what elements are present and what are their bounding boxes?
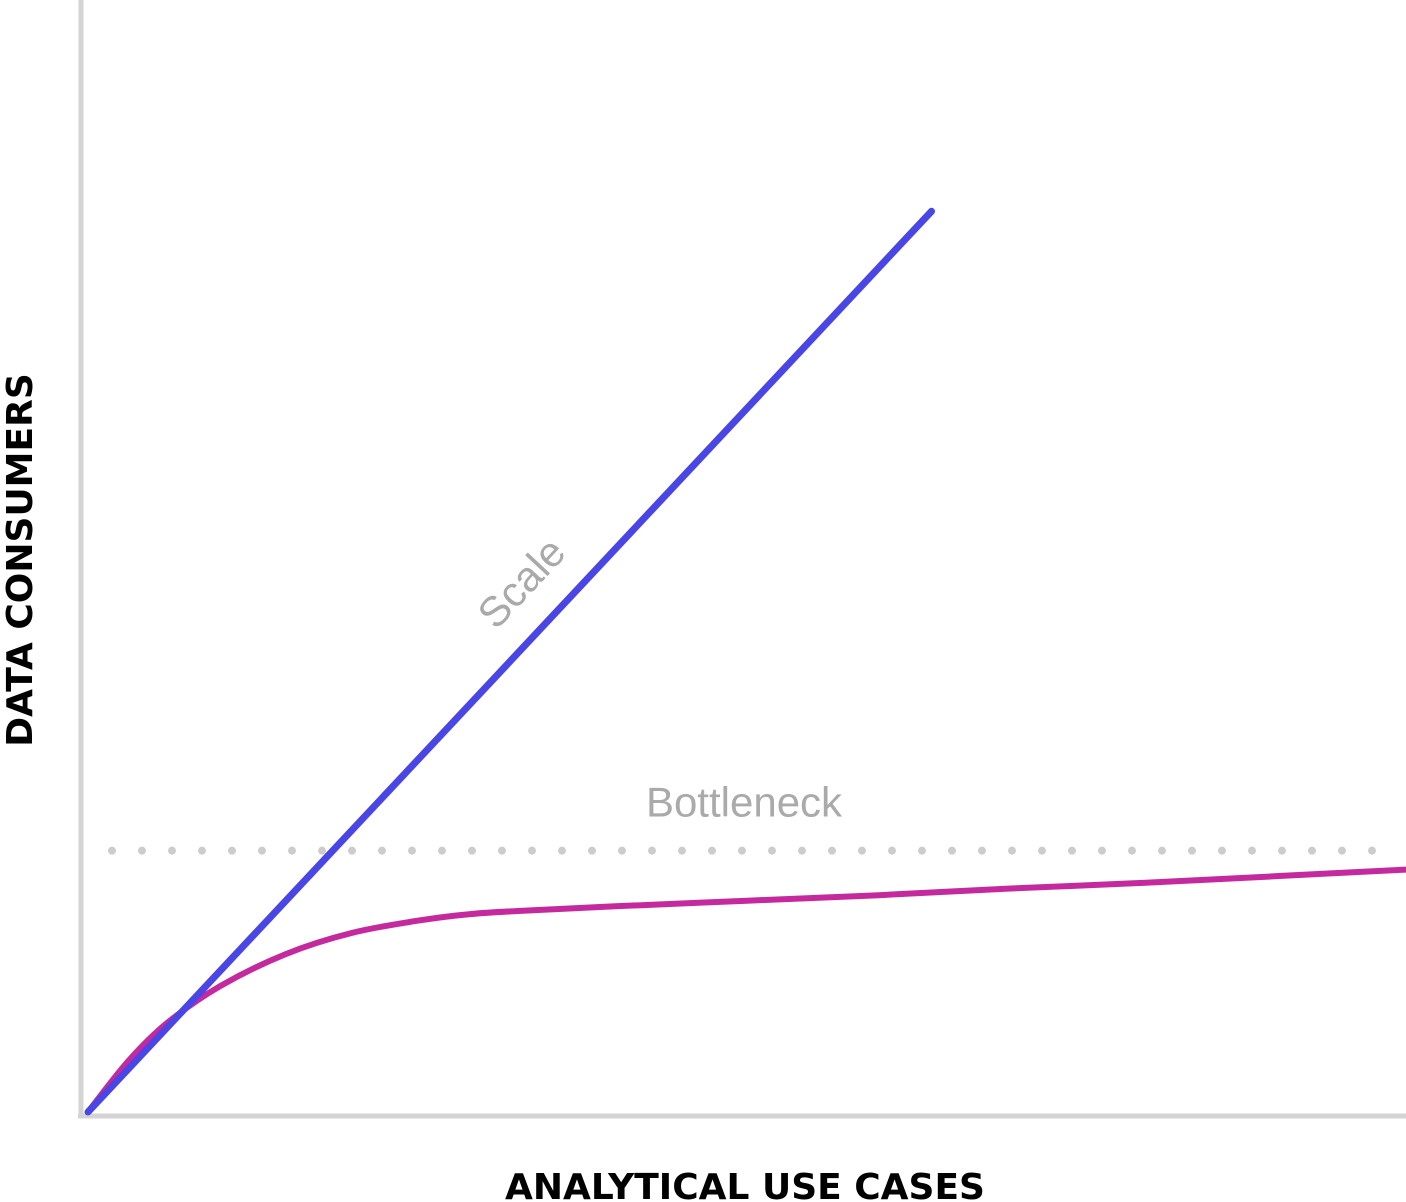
x-axis-title: ANALYTICAL USE CASES <box>505 1167 985 1202</box>
y-axis-title: DATA CONSUMERS <box>0 373 41 746</box>
series-line-scale <box>84 207 935 1116</box>
series-line-2 <box>85 866 1406 1115</box>
series-label-scale: Scale <box>468 528 574 637</box>
reference-line-label: Bottleneck <box>646 779 843 826</box>
reference-layer: Bottleneck <box>108 779 1406 855</box>
axes <box>78 0 1406 1119</box>
series-layer: Scale <box>84 207 1406 1116</box>
